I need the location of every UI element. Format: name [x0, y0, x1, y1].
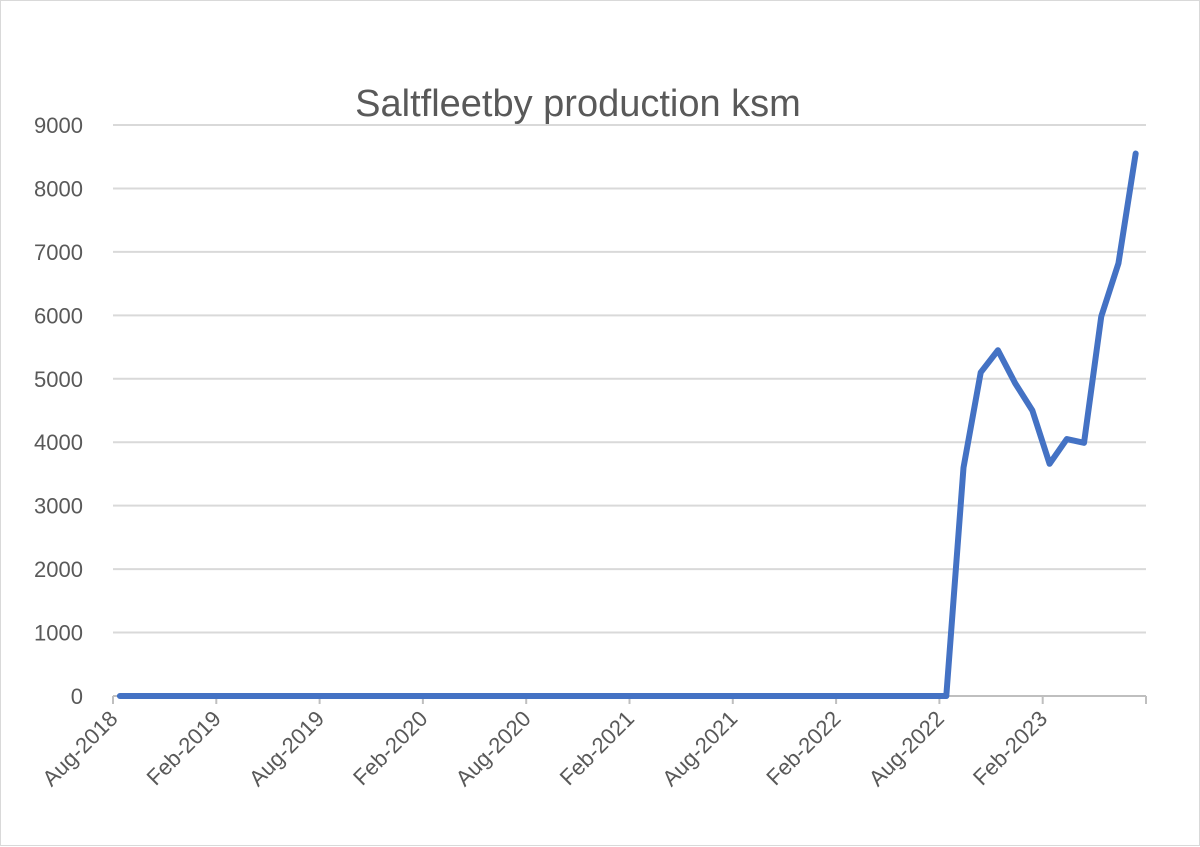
- x-tick-label: Aug-2020: [451, 706, 536, 791]
- y-tick-label: 4000: [34, 430, 83, 455]
- series-line: [116, 150, 1139, 699]
- y-tick-label: 1000: [34, 621, 83, 646]
- y-tick-label: 3000: [34, 494, 83, 519]
- x-tick-label: Feb-2023: [968, 706, 1052, 790]
- x-tick-label: Aug-2021: [657, 706, 742, 791]
- y-tick-label: 6000: [34, 303, 83, 328]
- x-tick-label: Aug-2022: [864, 706, 949, 791]
- x-tick-label: Aug-2019: [244, 706, 329, 791]
- y-tick-label: 8000: [34, 176, 83, 201]
- x-tick-label: Feb-2021: [555, 706, 639, 790]
- y-tick-label: 5000: [34, 367, 83, 392]
- y-tick-label: 0: [71, 684, 83, 709]
- x-tick-label: Aug-2018: [37, 706, 122, 791]
- chart-title: Saltfleetby production ksm: [355, 83, 801, 125]
- x-tick-label: Feb-2019: [142, 706, 226, 790]
- y-tick-label: 2000: [34, 557, 83, 582]
- x-tick-label: Feb-2020: [348, 706, 432, 790]
- y-tick-label: 7000: [34, 240, 83, 265]
- x-tick-label: Feb-2022: [761, 706, 845, 790]
- y-tick-label: 9000: [34, 113, 83, 138]
